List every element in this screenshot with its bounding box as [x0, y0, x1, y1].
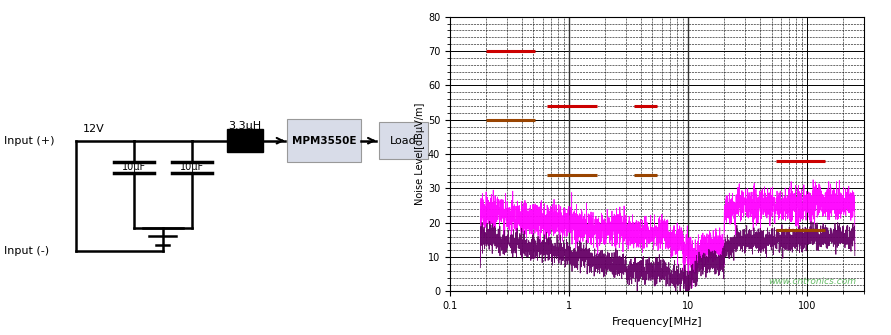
Text: 3.3μH: 3.3μH	[228, 121, 262, 131]
Text: www.cntronics.com: www.cntronics.com	[768, 277, 856, 286]
FancyBboxPatch shape	[288, 119, 361, 162]
Bar	[227, 129, 263, 152]
Text: Input (-): Input (-)	[4, 246, 50, 256]
Text: Load: Load	[389, 136, 417, 146]
Text: 10μF: 10μF	[121, 162, 146, 173]
X-axis label: Frequency[MHz]: Frequency[MHz]	[612, 317, 702, 327]
Text: 12V: 12V	[83, 124, 104, 134]
Text: 10μF: 10μF	[179, 162, 204, 173]
Text: MPM3550E: MPM3550E	[292, 136, 356, 146]
Text: Input (+): Input (+)	[4, 136, 55, 146]
Y-axis label: Noise Level[dBμV/m]: Noise Level[dBμV/m]	[415, 103, 425, 205]
FancyBboxPatch shape	[379, 122, 428, 159]
